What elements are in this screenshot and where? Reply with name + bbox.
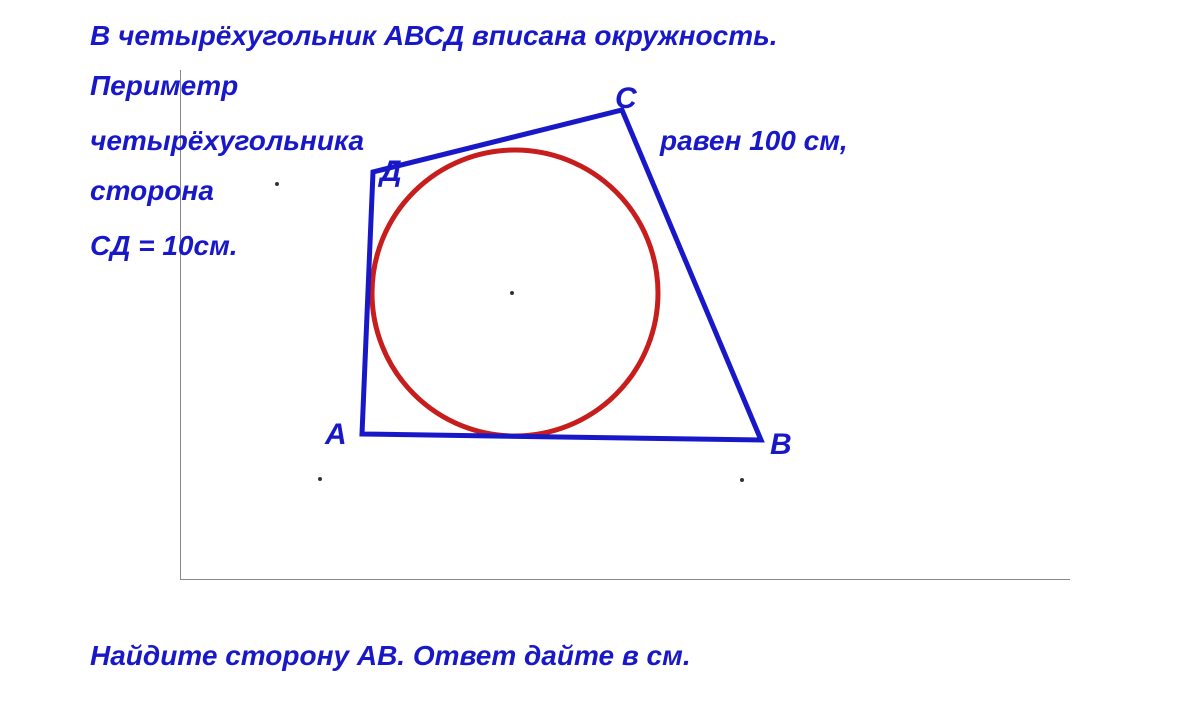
stray-dot-1	[275, 182, 279, 186]
stray-dot-4	[740, 478, 744, 482]
vertex-label-a: А	[325, 418, 347, 452]
center-dot	[510, 291, 514, 295]
stray-dot-3	[318, 477, 322, 481]
vertex-label-c: С	[615, 82, 637, 116]
vertex-label-b: В	[770, 428, 792, 462]
inscribed-circle	[372, 150, 658, 436]
vertex-label-d: Д	[380, 155, 402, 189]
geometry-diagram	[0, 0, 1200, 710]
